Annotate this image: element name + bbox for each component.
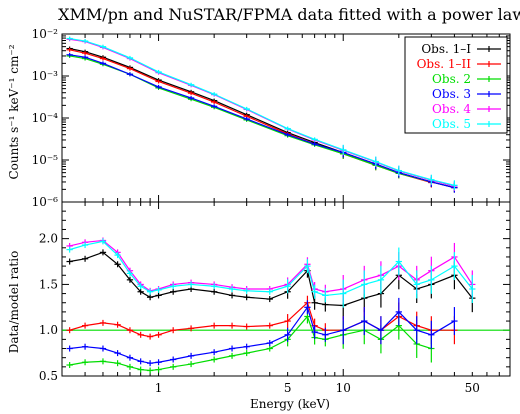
y-tick-label: 10⁻⁶ (32, 195, 59, 209)
x-tick-label: 1 (155, 381, 163, 395)
y-tick-label: 10⁻⁵ (32, 153, 59, 167)
y-tick-label: 1.5 (39, 277, 58, 291)
top-ylabel: Counts s⁻¹ keV⁻¹ cm⁻² (7, 44, 21, 179)
y-tick-label: 10⁻³ (32, 69, 59, 83)
bottom-frame (61, 201, 511, 377)
x-tick-label: 5 (284, 381, 292, 395)
series-line (69, 251, 473, 307)
bottom-xlabel: Energy (keV) (250, 397, 330, 411)
series-line (69, 47, 455, 189)
series-line (69, 55, 432, 183)
series-line (69, 38, 455, 187)
legend-label: Obs. 2 (432, 72, 471, 86)
x-tick-label: 50 (465, 381, 480, 395)
legend-label: Obs. 3 (432, 87, 471, 101)
legend-label: Obs. 4 (432, 102, 471, 116)
series-line (69, 54, 455, 189)
y-tick-label: 1.0 (39, 323, 58, 337)
series-line (69, 239, 473, 293)
y-tick-label: 2.0 (39, 232, 58, 246)
series-line (69, 37, 455, 186)
legend-label: Obs. 1–II (417, 57, 472, 71)
y-tick-label: 10⁻⁴ (32, 111, 59, 125)
y-tick-label: 10⁻² (32, 27, 59, 41)
series-line (69, 301, 455, 338)
legend-label: Obs. 5 (432, 117, 471, 131)
x-tick-label: 10 (336, 381, 351, 395)
bottom-ylabel: Data/model ratio (7, 251, 21, 354)
bottom-panel: 1 5 10 50 0.5 1.0 1.5 2.0 (39, 34, 511, 395)
series-line (69, 240, 473, 297)
chart-title: XMM/pn and NuSTAR/FPMA data fitted with … (58, 5, 520, 24)
y-tick-label: 0.5 (39, 369, 58, 383)
series-line (69, 315, 432, 372)
legend-label: Obs. 1–I (421, 42, 471, 56)
top-panel: 10⁻⁶ 10⁻⁵ 10⁻⁴ 10⁻³ 10⁻² (32, 27, 511, 209)
series-line (69, 305, 455, 364)
legend-box (404, 36, 508, 134)
